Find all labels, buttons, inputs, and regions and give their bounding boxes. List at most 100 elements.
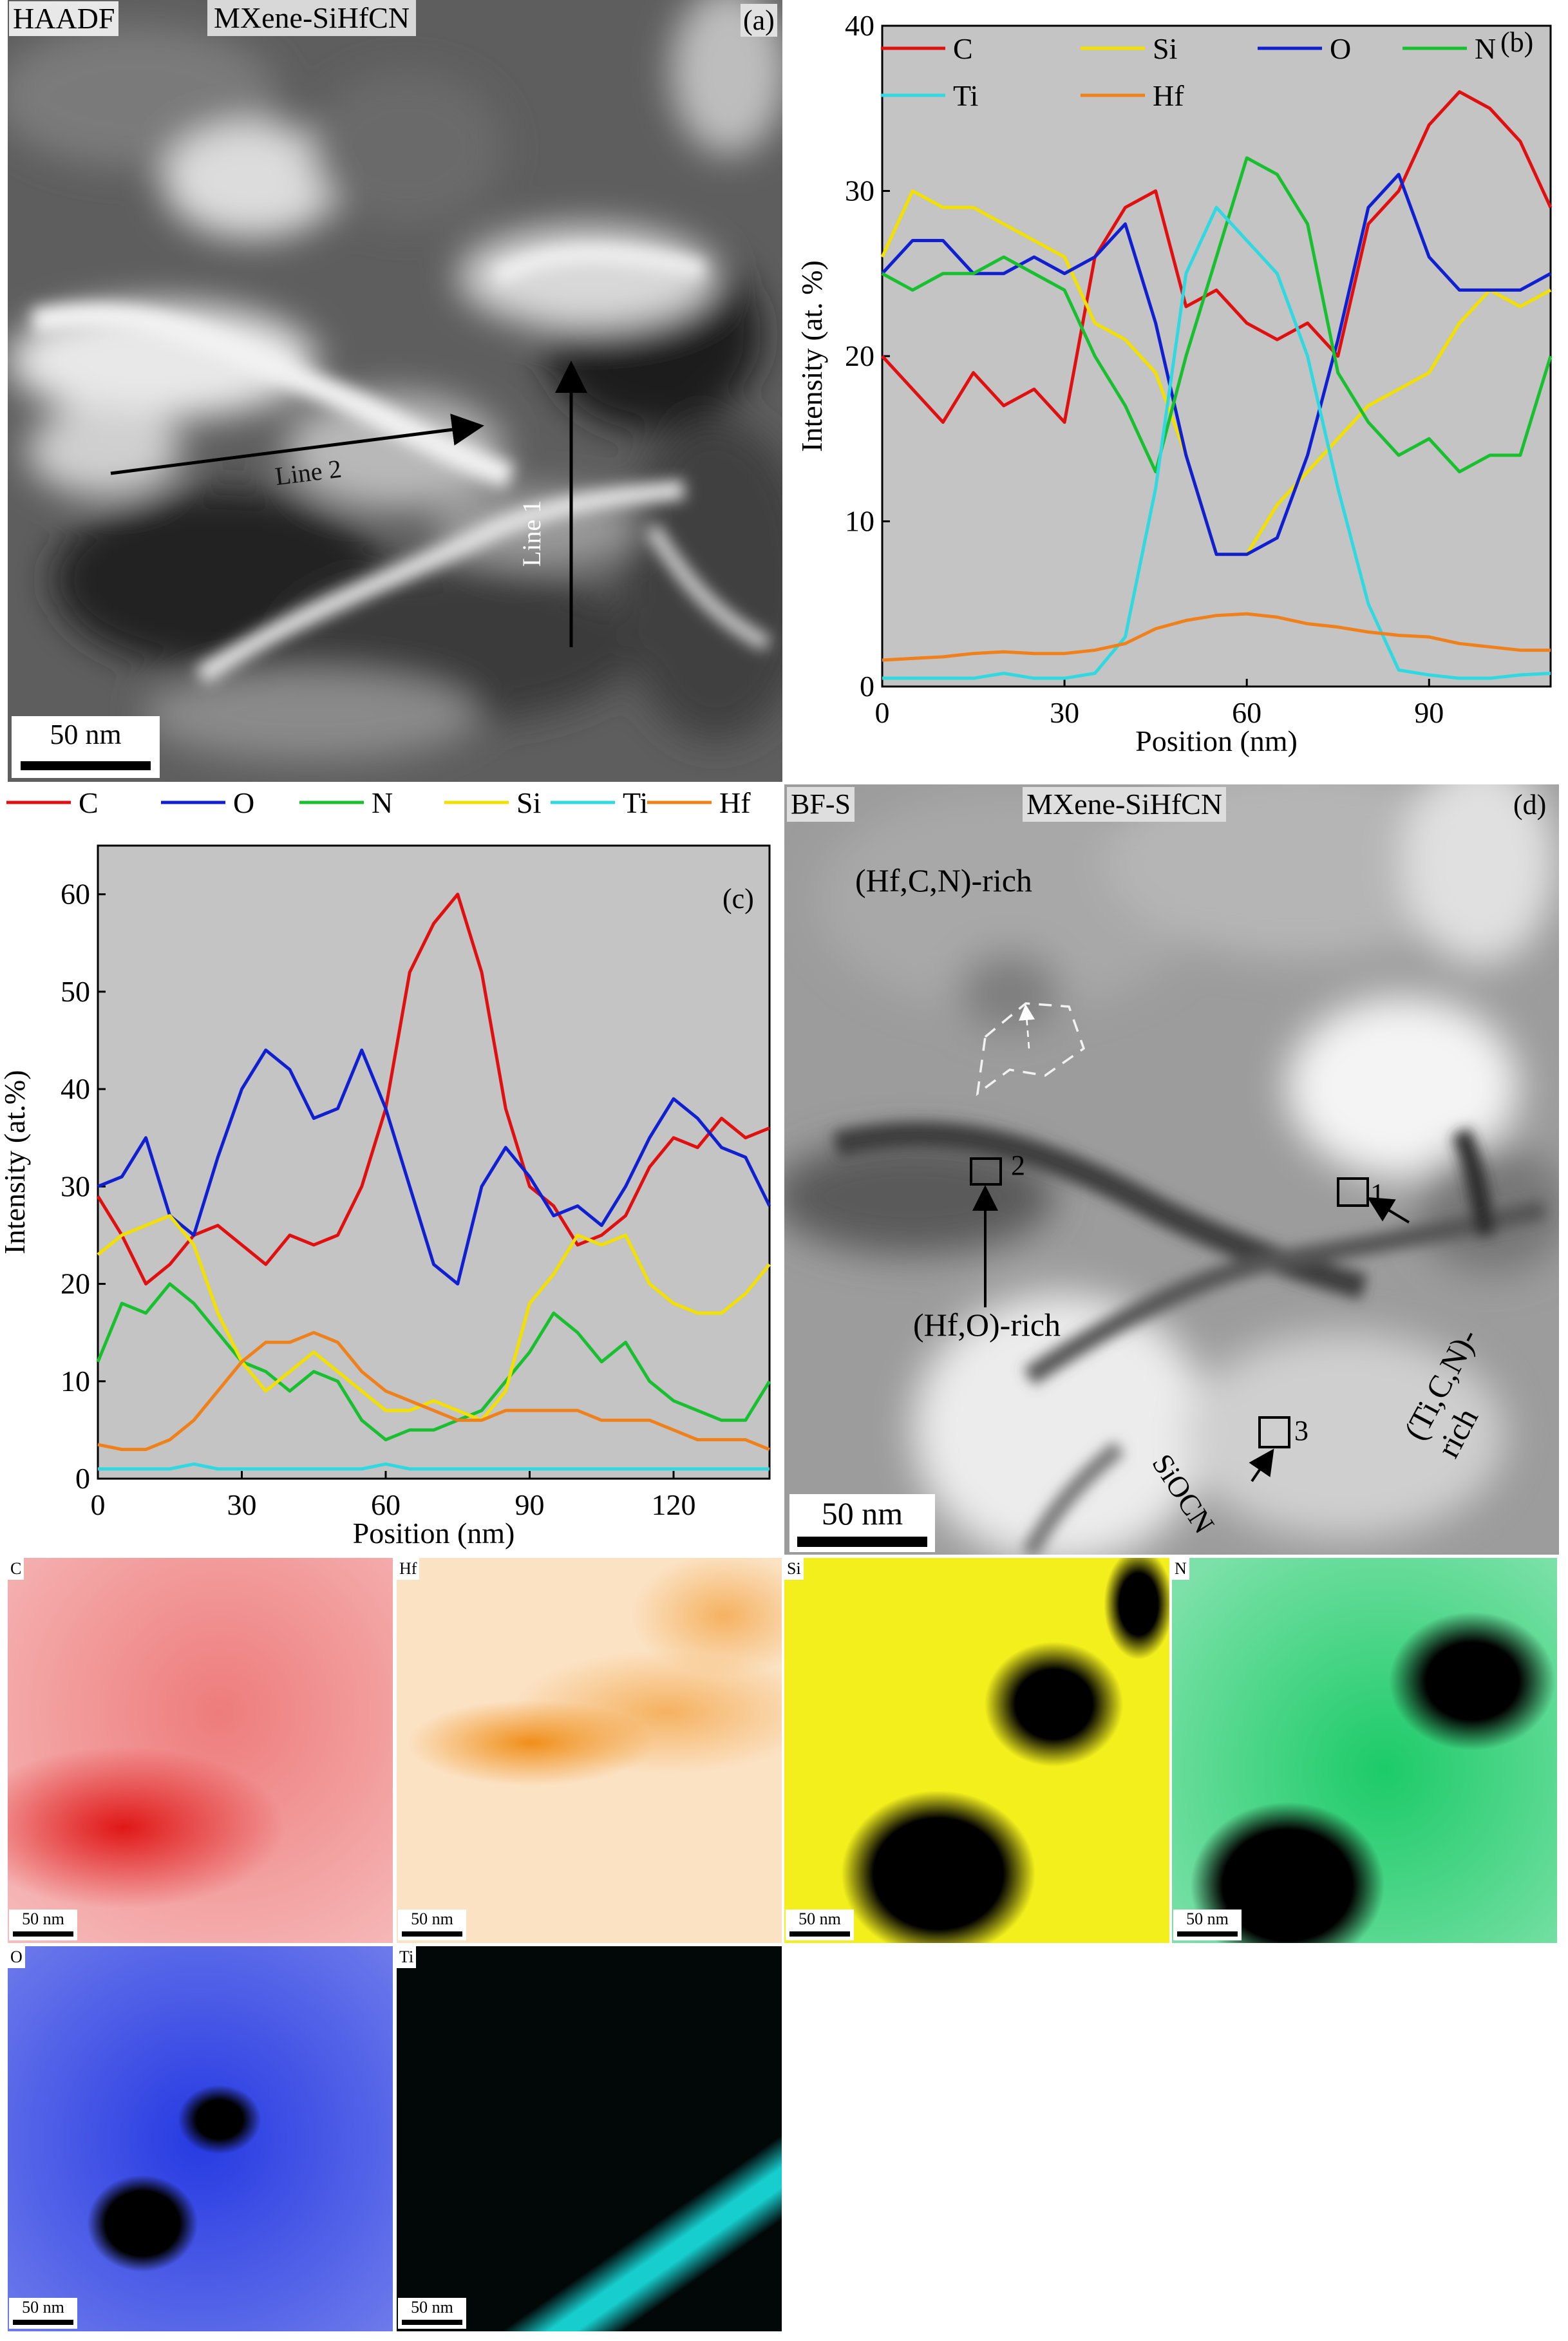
scale-bar-label: 50 nm	[411, 1910, 453, 1928]
scale-bar-label: 50 nm	[821, 1495, 903, 1531]
legend-label-ti: Ti	[953, 79, 978, 112]
haadf-micrograph	[8, 0, 782, 782]
series-line-c	[96, 893, 770, 1286]
series-line-si	[97, 1214, 771, 1422]
eds-map-element-label: Si	[784, 1558, 804, 1580]
y-tick-label: 20	[61, 1267, 90, 1300]
panel-c-line-profile: 0 30 60 90 120 0 10 20 30 40 50 60 Position (nm) Inte…	[0, 784, 782, 1555]
panel-a-mode-label: HAADF	[9, 1, 119, 36]
eds-map-ti: Ti 50 nm	[397, 1946, 782, 2331]
series-line-c	[881, 90, 1553, 424]
hfcn-rich-label: (Hf,C,N)-rich	[855, 862, 1032, 898]
y-axis-label: Intensity (at.%)	[0, 1070, 31, 1254]
series-line-hf	[97, 1331, 770, 1452]
x-axis-label: Position (nm)	[353, 1517, 515, 1550]
legend-label-o: O	[233, 786, 254, 819]
plot-area	[881, 24, 1552, 688]
eds-map-scale-bar: 50 nm	[1173, 1910, 1242, 1940]
bfs-micrograph	[784, 784, 1559, 1555]
x-tick-label: 120	[652, 1488, 696, 1521]
eds-map-hf: Hf 50 nm	[397, 1558, 782, 1943]
y-tick-label: 30	[845, 175, 874, 207]
scale-bar-line	[13, 1931, 73, 1937]
panel-d-mode-label: BF-S	[787, 787, 855, 822]
scale-bar-label: 50 nm	[411, 2298, 453, 2317]
y-axis-label: Intensity (at. %)	[795, 260, 828, 452]
scale-bar-label: 50 nm	[22, 1910, 64, 1928]
legend-label-hf: Hf	[1153, 79, 1184, 112]
legend-label-c: C	[79, 786, 99, 819]
panel-a-scale-bar: 50 nm	[12, 716, 160, 778]
y-tick-label: 40	[61, 1072, 90, 1105]
panel-b-tag: (b)	[1500, 26, 1534, 58]
x-axis-label: Position (nm)	[1135, 725, 1298, 757]
box-3	[1258, 1416, 1290, 1448]
series-line-n	[881, 156, 1553, 474]
legend-label-si: Si	[1153, 32, 1177, 65]
series-line-o	[97, 1048, 771, 1286]
x-tick-label: 30	[1050, 696, 1079, 729]
panel-a-tag: (a)	[741, 4, 777, 37]
box-2-label: 2	[1011, 1150, 1025, 1181]
eds-map-c: C 50 nm	[8, 1558, 393, 1943]
eds-map-scale-bar: 50 nm	[9, 2298, 77, 2329]
eds-map-element-label: Ti	[397, 1946, 417, 1968]
y-tick-label: 50	[61, 975, 90, 1008]
scale-bar-label: 50 nm	[50, 719, 122, 750]
eds-map-element-label: N	[1172, 1558, 1189, 1580]
series-line-o	[881, 173, 1552, 556]
scale-bar-label: 50 nm	[798, 1910, 841, 1928]
x-tick-label: 30	[227, 1488, 257, 1521]
panel-b-line-profile: 0 30 60 90 0 10 20 30 40 Position (nm) Intensity (…	[784, 0, 1568, 782]
scale-bar-line	[402, 2320, 462, 2325]
y-tick-label: 10	[61, 1365, 90, 1398]
panel-c-tag: (c)	[723, 883, 754, 915]
scale-bar-line	[13, 2320, 73, 2325]
eds-map-scale-bar: 50 nm	[786, 1910, 854, 1940]
panel-d-tag: (d)	[1513, 789, 1547, 820]
panel-d-sample-label: MXene-SiHfCN	[1023, 787, 1227, 822]
x-tick-label: 90	[515, 1488, 545, 1521]
series-line-hf	[882, 612, 1551, 662]
y-tick-label: 20	[845, 339, 874, 372]
legend-label-ti: Ti	[623, 786, 648, 819]
eds-map-element-label: C	[8, 1558, 24, 1580]
scale-bar-line	[789, 1931, 850, 1937]
eds-map-si: Si 50 nm	[784, 1558, 1169, 1943]
eds-map-scale-bar: 50 nm	[9, 1910, 77, 1940]
y-tick-label: 0	[860, 670, 874, 703]
panel-d-bfs-image: BF-S MXene-SiHfCN (d) (Hf,C,N)-rich 2 (H…	[784, 784, 1559, 1555]
panel-d-scale-bar: 50 nm	[789, 1494, 935, 1552]
scale-bar-label: 50 nm	[22, 2298, 64, 2317]
box-1-label: 1	[1370, 1178, 1384, 1209]
box-2	[970, 1157, 1002, 1186]
box-3-label: 3	[1294, 1415, 1308, 1446]
scale-bar-line	[797, 1537, 927, 1547]
scale-bar-line	[402, 1931, 462, 1937]
eds-map-element-label: Hf	[397, 1558, 420, 1580]
panel-a-haadf-image: HAADF MXene-SiHfCN (a) Line 2 Line 1 50 …	[8, 0, 782, 782]
series-line-ti	[882, 205, 1551, 680]
scale-bar-line	[1177, 1931, 1238, 1937]
x-tick-label: 60	[371, 1488, 401, 1521]
x-tick-label: 0	[875, 696, 890, 729]
legend-label-si: Si	[516, 786, 541, 819]
chart-b-svg: 0 30 60 90 0 10 20 30 40 Position (nm) Intensity (…	[795, 9, 1553, 757]
legend-label-hf: Hf	[719, 786, 751, 819]
x-tick-label: 0	[91, 1488, 106, 1521]
eds-map-n: N 50 nm	[1172, 1558, 1557, 1943]
y-tick-label: 0	[75, 1462, 90, 1495]
x-tick-label: 90	[1414, 696, 1444, 729]
legend-label-n: N	[372, 786, 393, 819]
eds-map-o: O 50 nm	[8, 1946, 393, 2331]
panel-a-sample-label: MXene-SiHfCN	[207, 0, 417, 36]
series-line-n	[96, 1282, 771, 1442]
hfo-rich-label: (Hf,O)-rich	[913, 1307, 1061, 1343]
scale-bar-label: 50 nm	[1186, 1910, 1229, 1928]
box-1	[1337, 1177, 1369, 1207]
y-tick-label: 30	[61, 1170, 90, 1202]
y-tick-label: 40	[845, 9, 874, 42]
y-tick-label: 10	[845, 505, 874, 538]
eds-map-scale-bar: 50 nm	[398, 1910, 466, 1940]
legend-label-n: N	[1475, 32, 1496, 65]
